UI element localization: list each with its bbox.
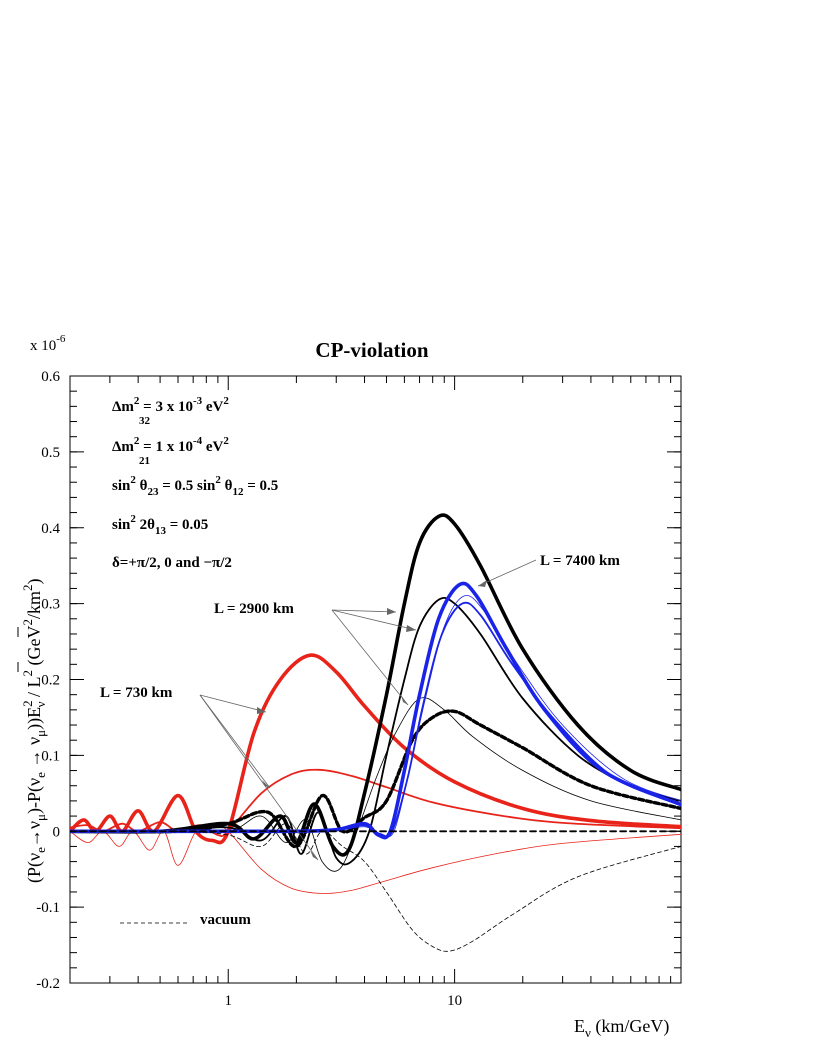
chart-title: CP-violation [315, 338, 428, 362]
annotation-arrows [199, 559, 537, 861]
param-dm32-sub: 32 [139, 415, 151, 427]
series-layer [70, 513, 681, 952]
y-axis-label: (P(νe→νμ)-P(νe → νμ))E2ν / L2 (GeV2/km2) [20, 579, 48, 883]
legend-vacuum: vacuum [120, 912, 251, 928]
y-exponent: x 10-6 [30, 333, 66, 354]
x-axis-label: Eν (km/GeV) [574, 1016, 669, 1040]
y-tick-label: 0.6 [41, 369, 60, 385]
series-line-vacuum-dashed [70, 823, 681, 952]
y-tick-label: 0.1 [41, 748, 60, 764]
series-line-l2900-dotted [70, 709, 681, 849]
legend-vacuum-label: vacuum [200, 912, 251, 928]
param-dm32: Δm2 = 3 x 10-3 eV2 [112, 395, 229, 415]
y-tick-label: 0.2 [41, 673, 60, 689]
y-tick-labels: -0.2 -0.1 0 0.1 0.2 0.3 0.4 0.5 0.6 [36, 369, 60, 992]
y-tick-label: 0.3 [41, 597, 60, 613]
param-delta: δ=+π/2, 0 and −π/2 [112, 555, 232, 571]
annotation-L7400: L = 7400 km [540, 553, 620, 569]
series-line-l2900-medium [70, 596, 681, 866]
y-tick-label: -0.1 [36, 900, 60, 916]
y-tick-label: 0 [53, 824, 61, 840]
plot-frame [69, 375, 682, 984]
series-line-l730-thick [70, 653, 681, 845]
x-tick-labels: 1 10 [224, 993, 462, 1009]
annotation-L2900: L = 2900 km [214, 601, 294, 617]
y-tick-label: 0.5 [41, 445, 60, 461]
param-dm21-sub: 21 [139, 455, 150, 467]
x-tick-label: 10 [447, 993, 462, 1009]
arrow-heads [257, 580, 487, 860]
param-sin-2theta13: sin2 2θ13 = 0.05 [112, 513, 208, 537]
series-line-l2900-thin [70, 697, 681, 872]
parameters-box: Δm2 = 3 x 10-3 eV2 32 Δm2 = 1 x 10-4 eV2… [112, 395, 278, 571]
param-sin-theta: sin2 θ23 = 0.5 sin2 θ12 = 0.5 [112, 474, 278, 498]
axis-ticks [69, 375, 682, 984]
x-tick-label: 1 [224, 993, 232, 1009]
param-dm21: Δm2 = 1 x 10-4 eV2 [112, 435, 229, 455]
y-tick-label: 0.4 [41, 521, 60, 537]
annotation-L730: L = 730 km [100, 685, 173, 701]
svg-text:x 10-6: x 10-6 [30, 333, 66, 354]
series-line-l7400-thick [70, 581, 681, 840]
y-tick-label: -0.2 [36, 976, 60, 992]
svg-text:(P(νe→νμ)-P(νe → νμ))E2ν / L2: (P(νe→νμ)-P(νe → νμ))E2ν / L2 (GeV2/km2) [20, 579, 48, 883]
